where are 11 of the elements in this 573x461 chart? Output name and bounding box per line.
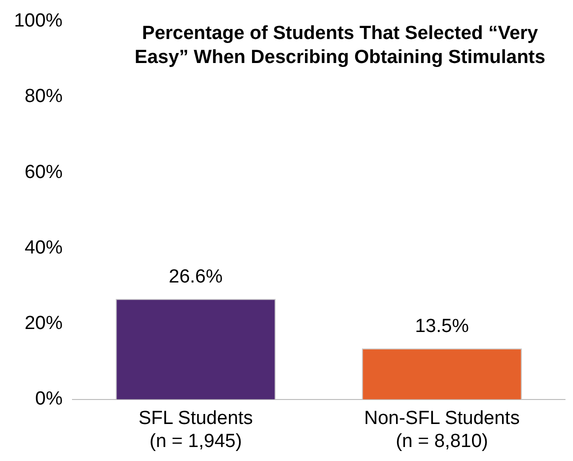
y-tick-label: 20% — [24, 313, 63, 334]
x-tick-label: Non-SFL Students (n = 8,810) — [364, 408, 520, 452]
y-tick-label: 0% — [35, 388, 63, 410]
y-tick-label: 60% — [24, 162, 63, 183]
y-tick-label: 80% — [24, 86, 63, 108]
y-tick-label: 40% — [24, 237, 63, 258]
text: Percentage of Students That Selected “Very Easy” When Describing Obtaining Stimulants — [134, 22, 546, 70]
data-label: 26.6% — [168, 266, 223, 288]
x-tick-label: SFL Students (n = 1,945) — [138, 408, 253, 452]
data-label: 13.5% — [414, 316, 469, 338]
y-tick-label: 100% — [14, 10, 63, 32]
